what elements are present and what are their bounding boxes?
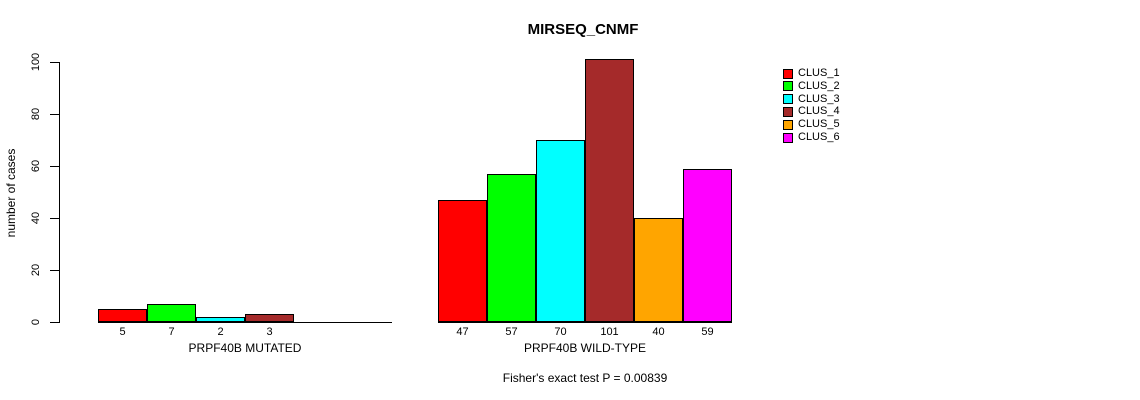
bar-clus_1 xyxy=(98,309,147,322)
bar-value-label: 70 xyxy=(554,326,567,338)
legend-swatch-clus_2 xyxy=(783,81,793,92)
bar-value-label: 47 xyxy=(456,326,469,338)
legend-label: CLUS_4 xyxy=(798,105,840,118)
y-tick-label: 0 xyxy=(30,318,42,326)
bar-value-label: 5 xyxy=(119,326,126,338)
y-tick xyxy=(50,322,59,323)
bar-value-label: 59 xyxy=(701,326,714,338)
x-axis-line xyxy=(98,322,392,323)
bar-value-label: 7 xyxy=(168,326,175,338)
legend-item: CLUS_4 xyxy=(783,105,840,118)
y-tick xyxy=(50,62,59,63)
y-tick-label: 40 xyxy=(30,211,42,225)
y-tick xyxy=(50,218,59,219)
legend-swatch-clus_1 xyxy=(783,68,793,79)
bar-value-label: 40 xyxy=(652,326,665,338)
bar-value-label: 57 xyxy=(505,326,518,338)
legend-item: CLUS_6 xyxy=(783,131,840,144)
y-tick-label: 20 xyxy=(30,263,42,277)
y-tick-label: 80 xyxy=(30,107,42,121)
bar-clus_2 xyxy=(487,174,536,322)
legend-item: CLUS_3 xyxy=(783,93,840,106)
x-axis-line xyxy=(438,322,732,323)
bar-value-label: 2 xyxy=(217,326,224,338)
chart-title: MIRSEQ_CNMF xyxy=(527,21,639,38)
legend-label: CLUS_1 xyxy=(798,67,840,79)
bar-clus_1 xyxy=(438,200,487,322)
bar-clus_2 xyxy=(147,304,196,322)
y-tick xyxy=(50,166,59,167)
legend-label: CLUS_6 xyxy=(798,131,840,143)
bar-value-label: 101 xyxy=(600,326,619,338)
legend-swatch-clus_4 xyxy=(783,106,793,117)
y-tick xyxy=(50,270,59,271)
legend-swatch-clus_5 xyxy=(783,119,793,130)
bar-clus_3 xyxy=(196,317,245,322)
legend-item: CLUS_2 xyxy=(783,80,840,93)
bar-clus_5 xyxy=(634,218,683,322)
legend-swatch-clus_3 xyxy=(783,94,793,105)
group-label-wildtype: PRPF40B WILD-TYPE xyxy=(523,341,647,355)
legend-label: CLUS_2 xyxy=(798,79,840,92)
bar-clus_4 xyxy=(585,59,634,322)
legend-label: CLUS_5 xyxy=(798,118,840,131)
bar-clus_4 xyxy=(245,314,294,322)
y-axis-title: number of cases xyxy=(4,148,18,238)
legend-item: CLUS_5 xyxy=(783,118,840,131)
y-tick-label: 100 xyxy=(30,52,42,72)
annotation-fisher-test: Fisher's exact test P = 0.00839 xyxy=(502,371,668,385)
group-label-mutated: PRPF40B MUTATED xyxy=(188,341,302,355)
y-axis-line xyxy=(59,62,60,323)
legend-label: CLUS_3 xyxy=(798,92,840,105)
legend-swatch-clus_6 xyxy=(783,132,793,143)
bar-clus_6 xyxy=(683,169,732,322)
bar-value-label: 3 xyxy=(266,326,273,338)
y-tick xyxy=(50,114,59,115)
legend-item: CLUS_1 xyxy=(783,67,840,80)
y-tick-label: 60 xyxy=(30,159,42,173)
bar-clus_3 xyxy=(536,140,585,322)
